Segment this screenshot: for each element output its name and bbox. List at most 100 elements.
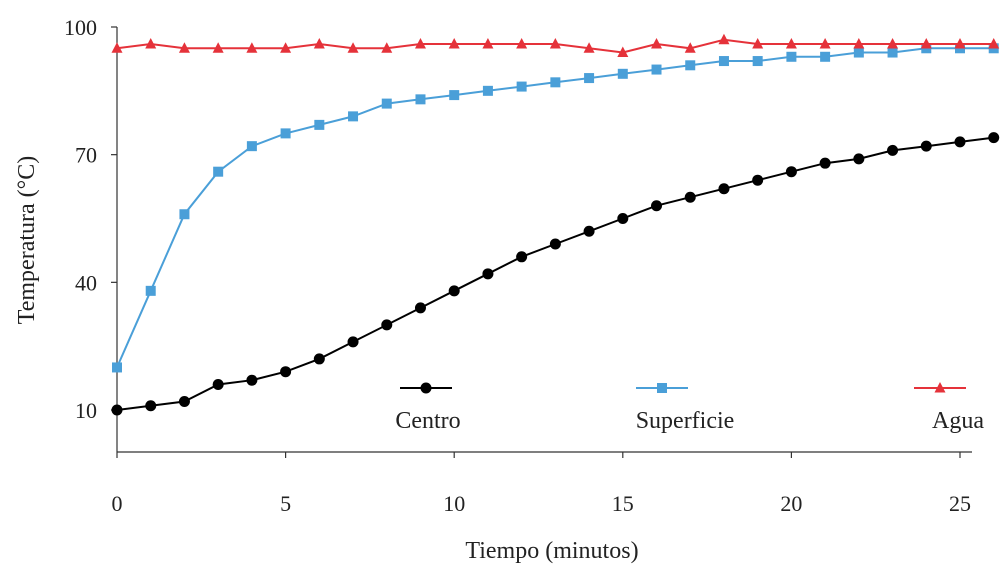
data-point-agua-24 [920,38,932,49]
series-line-centro [116,136,994,411]
y-tick-label-40: 40 [75,270,97,295]
x-tick-label-20: 20 [780,491,802,516]
data-point-superficie-17 [685,60,696,71]
x-tick-label-5: 5 [280,491,291,516]
data-point-superficie-0 [112,362,122,373]
data-point-centro-14 [583,225,595,237]
data-point-centro-7 [347,336,359,348]
data-point-agua-7 [347,42,359,53]
data-point-superficie-14 [584,73,595,84]
data-point-agua-4 [246,42,258,53]
legend-label-agua: Agua [932,408,984,434]
data-point-centro-24 [920,140,932,152]
data-point-superficie-15 [617,68,628,79]
data-point-agua-12 [516,38,528,49]
data-point-centro-19 [752,174,764,186]
data-point-centro-26 [988,132,1000,144]
data-point-centro-17 [684,191,696,203]
legend-marker-agua [934,382,946,393]
legend-marker-centro [420,382,432,394]
data-point-centro-22 [853,153,865,165]
data-point-centro-11 [482,268,494,280]
data-point-superficie-12 [516,81,527,92]
data-point-centro-23 [887,144,899,156]
data-point-centro-20 [785,166,797,178]
y-axis-title: Temperatura (°C) [14,156,40,325]
data-point-centro-5 [280,366,292,378]
data-point-centro-16 [651,200,663,212]
legend-item-superficie: Superficie [636,383,735,434]
data-point-superficie-4 [246,141,257,152]
data-point-superficie-23 [887,47,898,58]
data-point-superficie-2 [179,209,190,220]
data-point-agua-2 [178,42,190,53]
series-centro [111,132,1000,416]
data-point-centro-13 [549,238,561,250]
data-point-superficie-11 [482,85,493,96]
data-point-agua-1 [145,38,157,49]
data-point-agua-14 [583,42,595,53]
data-point-superficie-20 [786,51,797,62]
data-point-superficie-13 [550,77,561,88]
y-tick-label-70: 70 [75,143,97,168]
data-point-agua-10 [448,38,460,49]
data-point-agua-8 [381,42,393,53]
data-point-superficie-22 [853,47,864,58]
data-point-agua-6 [313,38,325,49]
legend-label-centro: Centro [395,408,460,434]
data-point-centro-6 [313,353,325,365]
data-point-superficie-19 [752,56,763,67]
data-point-superficie-10 [449,90,460,101]
x-tick-label-15: 15 [612,491,634,516]
x-tick-label-25: 25 [949,491,971,516]
data-point-agua-16 [651,38,663,49]
data-point-agua-5 [280,42,292,53]
data-point-superficie-3 [213,166,224,177]
series-superficie [112,43,999,373]
legend-item-centro: Centro [395,382,461,434]
data-point-superficie-18 [718,56,729,67]
data-point-centro-21 [819,157,831,169]
data-point-agua-11 [482,38,494,49]
data-point-centro-18 [718,183,730,195]
legend-label-superficie: Superficie [636,408,735,434]
legend: Centro Superficie Agua [395,382,984,434]
data-point-agua-0 [111,42,123,53]
series-line-superficie [116,47,994,368]
axes [116,27,972,453]
ticks: 10 40 70 100 0 5 10 15 20 25 [64,15,971,516]
data-point-superficie-9 [415,94,426,105]
data-point-centro-12 [516,251,528,263]
data-point-agua-9 [414,38,426,49]
y-tick-label-100: 100 [64,15,97,40]
data-point-agua-25 [954,38,966,49]
data-point-agua-26 [988,38,1000,49]
data-point-superficie-21 [820,51,831,62]
data-point-agua-22 [853,38,865,49]
data-point-agua-18 [718,33,730,45]
data-point-superficie-8 [381,98,392,109]
data-point-superficie-5 [280,128,291,139]
series-layer [111,33,1000,416]
data-point-centro-1 [145,400,157,412]
data-point-superficie-7 [348,111,359,122]
legend-item-agua: Agua [914,382,984,434]
x-tick-label-10: 10 [443,491,465,516]
data-point-centro-8 [381,319,393,331]
data-point-agua-15 [617,46,629,58]
data-point-agua-21 [819,38,831,49]
data-point-agua-19 [752,38,764,49]
data-point-centro-2 [178,395,190,407]
data-point-centro-4 [246,374,258,386]
data-point-agua-20 [785,38,797,49]
data-point-centro-10 [448,285,460,297]
data-point-centro-9 [414,302,426,314]
y-tick-label-10: 10 [75,398,97,423]
x-axis-title: Tiempo (minutos) [465,538,638,564]
data-point-agua-23 [887,38,899,49]
data-point-agua-3 [212,42,224,53]
data-point-agua-17 [684,42,696,53]
data-point-centro-15 [617,213,629,224]
data-point-superficie-16 [651,64,662,75]
